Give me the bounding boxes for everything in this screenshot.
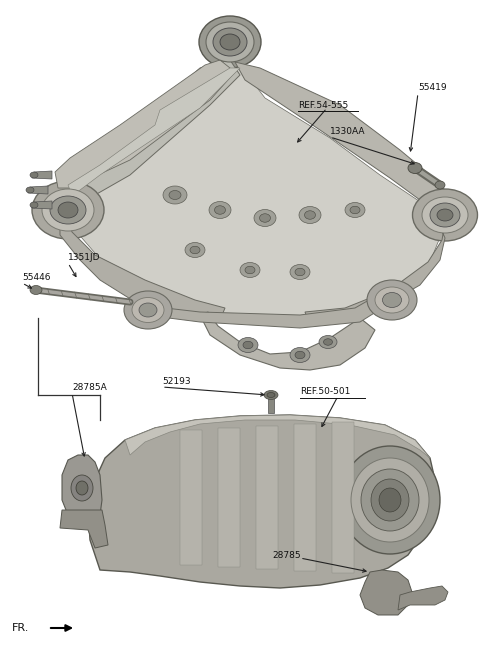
Polygon shape <box>235 62 450 210</box>
Ellipse shape <box>319 336 337 348</box>
Ellipse shape <box>132 298 164 323</box>
Polygon shape <box>58 62 445 325</box>
Ellipse shape <box>345 202 365 217</box>
Text: 55419: 55419 <box>418 83 446 93</box>
Ellipse shape <box>422 197 468 233</box>
Ellipse shape <box>209 202 231 219</box>
Polygon shape <box>32 201 52 209</box>
Ellipse shape <box>371 479 409 521</box>
Polygon shape <box>88 415 435 588</box>
Text: REF.50-501: REF.50-501 <box>300 388 350 397</box>
Ellipse shape <box>240 263 260 277</box>
Ellipse shape <box>220 34 240 50</box>
Ellipse shape <box>379 488 401 512</box>
Ellipse shape <box>124 291 172 329</box>
Polygon shape <box>62 60 240 200</box>
Ellipse shape <box>412 189 478 241</box>
Polygon shape <box>256 426 278 569</box>
Ellipse shape <box>243 341 253 349</box>
Polygon shape <box>28 186 48 194</box>
Text: FR.: FR. <box>12 623 29 633</box>
Ellipse shape <box>42 189 94 231</box>
Ellipse shape <box>30 202 38 208</box>
Ellipse shape <box>340 446 440 554</box>
Polygon shape <box>305 222 445 325</box>
Ellipse shape <box>139 303 157 317</box>
Polygon shape <box>60 220 225 320</box>
Ellipse shape <box>254 210 276 227</box>
Ellipse shape <box>238 338 258 353</box>
Polygon shape <box>294 424 316 571</box>
Ellipse shape <box>260 214 271 222</box>
Ellipse shape <box>437 209 453 221</box>
Ellipse shape <box>245 266 255 274</box>
Polygon shape <box>55 60 235 188</box>
Ellipse shape <box>290 265 310 279</box>
Ellipse shape <box>267 392 275 397</box>
Ellipse shape <box>58 202 78 218</box>
Ellipse shape <box>351 458 429 542</box>
Polygon shape <box>32 171 52 179</box>
Ellipse shape <box>185 242 205 258</box>
Ellipse shape <box>30 286 42 294</box>
Ellipse shape <box>26 187 34 193</box>
Polygon shape <box>360 570 412 615</box>
Ellipse shape <box>199 16 261 68</box>
Polygon shape <box>125 415 430 458</box>
Ellipse shape <box>408 162 422 173</box>
Ellipse shape <box>361 469 419 531</box>
Ellipse shape <box>50 196 86 224</box>
Polygon shape <box>140 288 395 328</box>
Ellipse shape <box>295 268 305 276</box>
Ellipse shape <box>169 191 181 200</box>
Polygon shape <box>62 455 102 522</box>
Ellipse shape <box>304 211 315 219</box>
Ellipse shape <box>367 280 417 320</box>
Polygon shape <box>200 312 375 370</box>
Text: 28785: 28785 <box>272 551 300 560</box>
Ellipse shape <box>32 181 104 239</box>
Ellipse shape <box>213 28 247 56</box>
Ellipse shape <box>290 348 310 363</box>
Ellipse shape <box>76 481 88 495</box>
Ellipse shape <box>383 292 401 307</box>
Polygon shape <box>332 422 354 573</box>
Text: 55446: 55446 <box>22 273 50 283</box>
Text: 1351JD: 1351JD <box>68 254 100 263</box>
Polygon shape <box>218 428 240 567</box>
Ellipse shape <box>30 172 38 178</box>
Text: 52193: 52193 <box>162 378 191 386</box>
Ellipse shape <box>264 390 278 399</box>
Polygon shape <box>268 398 274 413</box>
Ellipse shape <box>375 287 409 313</box>
Ellipse shape <box>215 206 226 214</box>
Polygon shape <box>398 586 448 610</box>
Polygon shape <box>68 68 240 195</box>
Ellipse shape <box>190 246 200 254</box>
Text: REF.54-555: REF.54-555 <box>298 101 348 110</box>
Text: 1330AA: 1330AA <box>330 127 365 137</box>
Ellipse shape <box>435 181 445 189</box>
Ellipse shape <box>295 351 305 359</box>
Text: 28785A: 28785A <box>72 384 107 392</box>
Ellipse shape <box>299 206 321 223</box>
Ellipse shape <box>71 475 93 501</box>
Ellipse shape <box>324 339 333 345</box>
Ellipse shape <box>206 22 254 62</box>
Ellipse shape <box>350 206 360 214</box>
Polygon shape <box>60 510 108 548</box>
Ellipse shape <box>430 203 460 227</box>
Ellipse shape <box>163 186 187 204</box>
Polygon shape <box>180 430 202 565</box>
